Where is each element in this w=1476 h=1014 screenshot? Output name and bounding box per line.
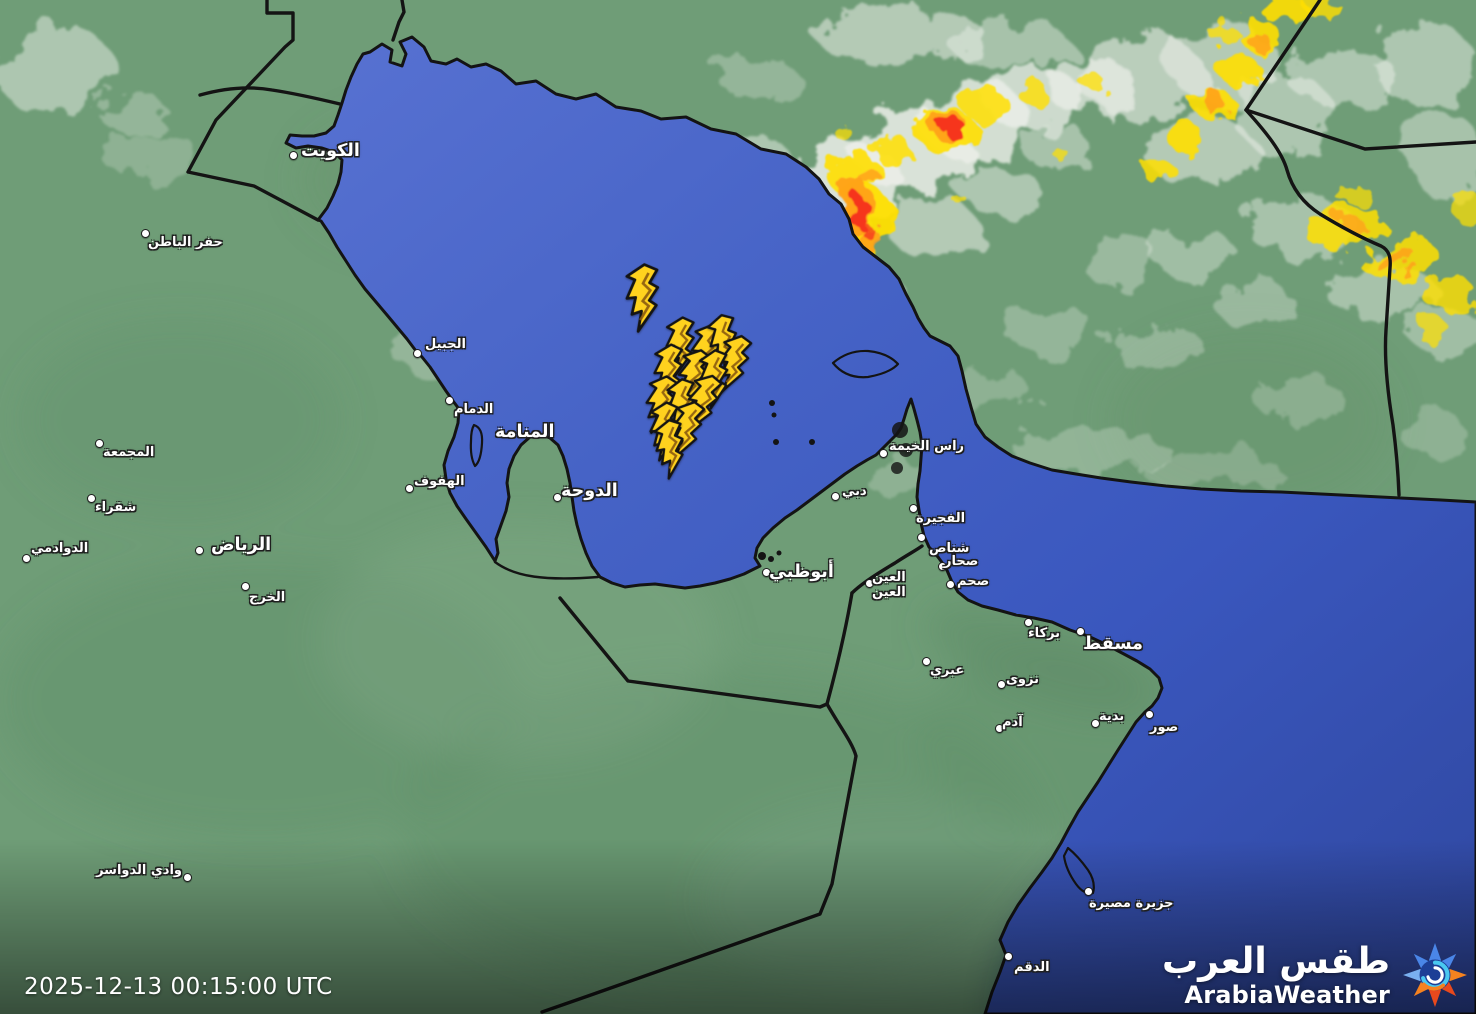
city-label: أبوظبي: [769, 562, 834, 582]
city-label: الخرج: [249, 590, 286, 605]
city-dot: [994, 723, 1004, 733]
sun-swirl-logo-icon: [1403, 943, 1467, 1007]
city-dot: [94, 438, 104, 448]
city-label: المجمعة: [103, 445, 155, 460]
city-dot: [21, 553, 31, 563]
city-dot: [288, 150, 298, 160]
city-label: حفر الباطن: [148, 235, 223, 250]
city-label: العين العين: [872, 570, 906, 600]
city-label: الدقم: [1014, 960, 1050, 975]
city-label: بركاء: [1028, 626, 1061, 641]
city-label: صحم: [957, 574, 990, 589]
city-label: الكويت: [301, 141, 360, 161]
city-dot: [916, 532, 926, 542]
city-dot: [194, 545, 204, 555]
lightning-icon: [625, 262, 659, 333]
city-label: عبري: [930, 663, 965, 678]
city-dot: [996, 679, 1006, 689]
city-dot: [404, 483, 414, 493]
city-dot: [1003, 951, 1013, 961]
city-dot: [945, 579, 955, 589]
city-dot: [864, 578, 874, 588]
city-dot: [830, 491, 840, 501]
city-dot: [878, 448, 888, 458]
city-label: بدية: [1099, 709, 1125, 724]
city-dot: [86, 493, 96, 503]
city-label: وادي الدواسر: [96, 863, 182, 878]
city-dot: [937, 561, 947, 571]
city-label: آدم: [1002, 715, 1023, 730]
arabiaweather-logo: طقس العرب ArabiaWeather: [1162, 942, 1468, 1008]
city-label: دبي: [842, 484, 867, 499]
city-label: الرياض: [211, 535, 272, 555]
city-label: راس الخيمة: [889, 439, 965, 454]
city-dot: [921, 656, 931, 666]
city-label: الدوحة: [561, 481, 618, 501]
city-label: الدوادمي: [31, 541, 89, 556]
city-label: جزيرة مصيرة: [1089, 896, 1174, 911]
city-dot: [761, 567, 771, 577]
city-dot: [1075, 626, 1085, 636]
timestamp-label: 2025-12-13 00:15:00 UTC: [24, 974, 333, 1000]
city-label: صحار: [944, 554, 979, 569]
city-label: نزوى: [1006, 672, 1039, 687]
city-label: الجبيل: [425, 337, 466, 352]
city-label: المنامة: [495, 422, 555, 442]
lightning-icon: [718, 334, 753, 393]
city-dot: [1023, 617, 1033, 627]
logo-english-name: ArabiaWeather: [1184, 980, 1390, 1009]
city-dot: [1090, 718, 1100, 728]
bottom-vignette: [0, 840, 1476, 1014]
city-dot: [1083, 886, 1093, 896]
city-dot: [444, 395, 454, 405]
city-label: مسقط: [1083, 634, 1143, 654]
logo-text: طقس العرب ArabiaWeather: [1162, 940, 1390, 1009]
city-dot: [412, 348, 422, 358]
city-dot: [552, 492, 562, 502]
city-label: الفجيرة: [916, 511, 966, 526]
city-dot: [182, 872, 192, 882]
city-label: الهفوف: [414, 474, 465, 489]
city-label: صور: [1150, 720, 1179, 735]
islets: [758, 400, 913, 562]
city-dot: [908, 503, 918, 513]
city-label: شناص: [929, 541, 970, 556]
logo-arabic-name: طقس العرب: [1162, 940, 1390, 982]
city-dot: [1144, 709, 1154, 719]
city-label: شقراء: [95, 500, 137, 515]
city-dot: [240, 581, 250, 591]
city-label: الدمام: [454, 402, 494, 417]
lightning-icon: [671, 400, 706, 459]
lightning-icon: [653, 418, 684, 480]
city-dot: [140, 228, 150, 238]
